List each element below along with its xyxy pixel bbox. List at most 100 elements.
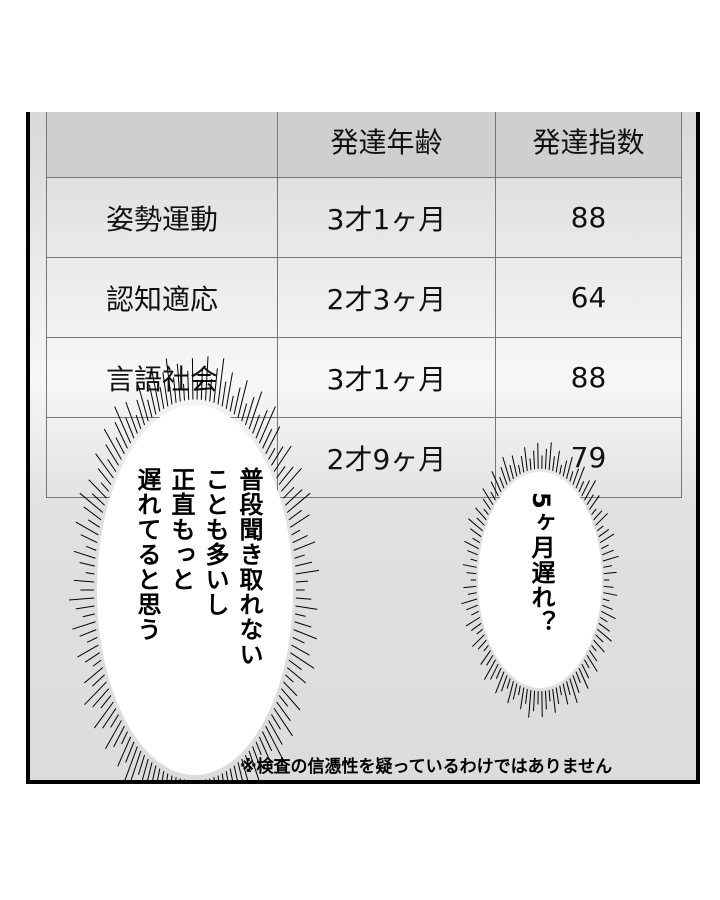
speech-spike: [276, 466, 286, 479]
speech-spike: [152, 765, 157, 780]
speech-spike: [283, 681, 298, 697]
bubble-line: 遅れてると思う: [133, 467, 161, 642]
speech-spike: [292, 636, 305, 644]
speech-spike: [268, 720, 283, 745]
speech-spike: [159, 386, 165, 409]
speech-spike: [147, 762, 153, 780]
speech-spike: [601, 610, 616, 620]
speech-spike: [124, 746, 138, 780]
speech-spike: [495, 671, 505, 694]
speech-spike: [166, 773, 169, 780]
speech-spike: [95, 453, 114, 479]
speech-spike: [292, 534, 308, 544]
speech-spike: [83, 667, 104, 684]
speech-spike: [581, 663, 590, 679]
bubbles: [68, 356, 619, 780]
table-row: 姿勢運動 3才1ヶ月 88: [46, 177, 682, 258]
speech-spike: [562, 683, 569, 705]
table-cell: 2才9ヶ月: [277, 417, 496, 498]
table: 発達年齢 発達指数 姿勢運動 3才1ヶ月 88 認知適応 2才3ヶ月 64 言語社会 3才1ヶ…: [46, 112, 682, 498]
speech-spike: [509, 464, 514, 479]
speech-spike: [84, 652, 100, 663]
speech-spike: [225, 372, 233, 409]
speech-spike: [490, 663, 499, 680]
speech-spike: [125, 417, 135, 439]
table-row: 認知適応 2才3ヶ月 64: [46, 257, 682, 338]
speech-spike: [572, 468, 579, 485]
speech-spike: [125, 741, 135, 763]
speech-spike: [244, 397, 255, 426]
speech-spike: [262, 428, 273, 449]
speech-spike: [280, 467, 302, 492]
speech-spike: [162, 372, 169, 407]
speech-spike: [548, 690, 551, 702]
speech-spike: [591, 645, 597, 652]
table-cell: 2才3ヶ月: [277, 257, 496, 338]
table-row: 言語社会 3才1ヶ月 88: [46, 337, 682, 418]
speech-spike: [265, 725, 284, 761]
speech-spike: [603, 571, 617, 575]
speech-spike: [462, 564, 477, 568]
speech-spike: [285, 489, 303, 506]
speech-spike: [602, 555, 619, 562]
speech-spike: [499, 476, 505, 489]
speech-spike: [475, 507, 487, 521]
speech-spike: [92, 688, 110, 708]
speech-spike: [589, 650, 598, 662]
speech-spike: [103, 428, 122, 460]
speech-spike: [603, 565, 613, 568]
speech-spike: [138, 754, 146, 775]
speech-spike: [270, 714, 281, 730]
speech-spike: [477, 639, 487, 650]
bubble-text: 普段聞き取れない ことも多いし 正直もっと 遅れてると思う: [130, 467, 266, 727]
bubble-line: 5ヶ月遅れ？: [527, 492, 555, 635]
speech-spike: [229, 395, 234, 412]
speech-spike: [548, 442, 552, 470]
speech-spike: [148, 384, 157, 415]
speech-spike: [528, 690, 532, 718]
speech-spike: [136, 399, 146, 426]
speech-spike: [100, 482, 110, 492]
speech-spike: [114, 422, 128, 449]
speech-spike: [480, 650, 491, 665]
speech-spike: [102, 708, 117, 729]
speech-spike: [130, 750, 142, 780]
speech-spike: [562, 460, 568, 477]
speech-spike: [92, 659, 102, 667]
speech-spike: [241, 758, 249, 780]
speech-spike: [75, 605, 95, 610]
speech-spike: [502, 456, 511, 482]
speech-spike: [555, 450, 560, 473]
speech-spike: [125, 401, 138, 434]
speech-spike: [286, 492, 311, 513]
speech-spike: [575, 671, 581, 684]
speech-spike: [280, 688, 301, 711]
speech-spike: [285, 674, 294, 683]
speech-spike: [482, 498, 491, 510]
speech-spike: [603, 592, 618, 596]
table-cell: 言語社会: [46, 337, 278, 418]
speech-spike: [490, 481, 499, 497]
speech-spike: [518, 685, 521, 696]
speech-spike: [552, 688, 556, 713]
speech-spike: [501, 675, 508, 692]
table-cell: 認知適応: [46, 257, 278, 338]
speech-spike: [507, 681, 514, 704]
speech-spike: [295, 605, 318, 610]
bubble-line: 普段聞き取れない: [235, 467, 263, 667]
speech-spike: [559, 464, 562, 475]
speech-spike: [544, 448, 547, 470]
speech-spike: [147, 399, 153, 418]
speech-spike: [286, 667, 307, 684]
speech-spike: [471, 634, 485, 647]
speech-spike: [467, 550, 478, 556]
speech-spike: [603, 585, 614, 588]
speech-spike: [237, 380, 248, 418]
table-cell: 姿勢運動: [46, 177, 278, 258]
speech-spike: [595, 513, 609, 526]
speech-spike: [291, 644, 310, 656]
speech-spike: [566, 456, 573, 479]
table-cell: 3才1ヶ月: [277, 177, 496, 258]
speech-spike: [512, 683, 518, 700]
